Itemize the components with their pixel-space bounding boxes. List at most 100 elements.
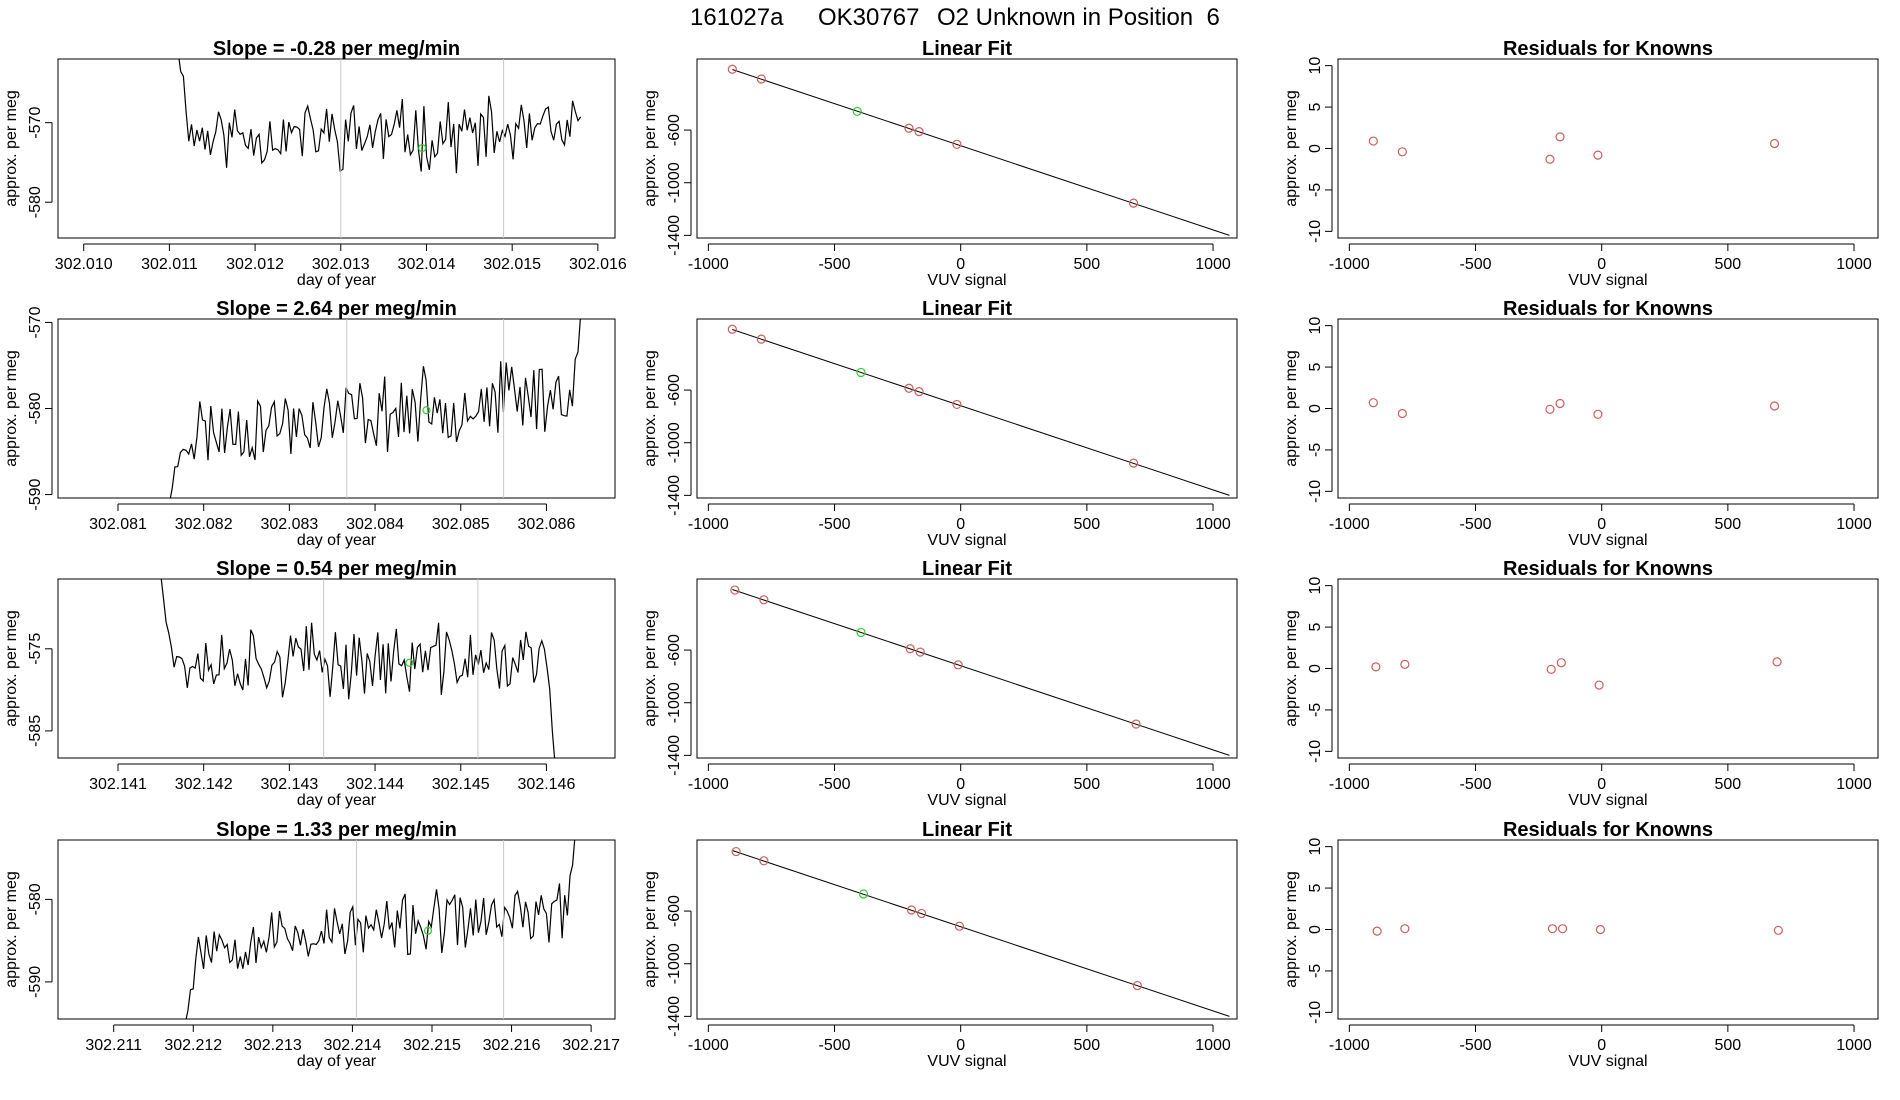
y-tick-label: -570 [27, 306, 44, 338]
header-run-id: 161027a [690, 4, 784, 31]
x-tick-label: -500 [819, 256, 851, 273]
y-axis-label: approx. per meg [3, 610, 20, 727]
data-series-line [169, 319, 581, 498]
x-axis-label: VUV signal [927, 792, 1006, 809]
plot-area [730, 585, 1230, 756]
y-axis-label: approx. per meg [3, 871, 20, 988]
plot-frame [1337, 839, 1879, 1020]
y-tick-label: -1400 [666, 215, 683, 256]
x-tick-label: 500 [1074, 776, 1101, 793]
known-point [1131, 719, 1141, 729]
unknown-point [423, 926, 433, 935]
plot-area [727, 64, 1230, 236]
x-tick-label: 302.216 [483, 1037, 541, 1054]
chart-panel-3-2: Residuals for Knowns -1000 -500 0 500 1000 VUV… [1283, 819, 1879, 1070]
x-tick-label: 302.084 [346, 516, 404, 533]
x-axis-label: day of year [297, 532, 377, 549]
fit-line [732, 589, 1230, 756]
known-point [1372, 926, 1382, 936]
known-point [759, 595, 769, 605]
chart-panel-2-2: Residuals for Knowns -1000 -500 0 500 1000 VUV… [1283, 558, 1879, 809]
plot-area [1372, 924, 1783, 936]
chart-panel-0-2: Residuals for Knowns -1000 -500 0 500 1000 VUV… [1283, 38, 1879, 289]
x-tick-label: -500 [819, 516, 851, 533]
plot-area [169, 319, 581, 498]
x-axis-label: VUV signal [927, 1053, 1006, 1070]
known-point [1769, 401, 1780, 411]
x-tick-label: 302.215 [403, 1037, 461, 1054]
y-tick-label: 10 [1307, 317, 1324, 335]
known-point [954, 921, 965, 931]
x-tick-label: 302.013 [312, 256, 370, 273]
y-tick-label: -600 [666, 374, 683, 406]
unknown-point [422, 406, 431, 415]
x-tick-label: 302.217 [562, 1037, 620, 1054]
x-tick-label: 302.012 [226, 256, 284, 273]
x-tick-label: 302.010 [55, 256, 113, 273]
y-tick-label: -600 [666, 895, 683, 927]
chart-title: Residuals for Knowns [1503, 819, 1713, 841]
plot-frame [1337, 318, 1879, 499]
known-point [756, 74, 766, 84]
known-point [915, 647, 925, 657]
chart-title: Residuals for Knowns [1503, 558, 1713, 580]
known-point [953, 660, 963, 670]
x-tick-label: -500 [1460, 256, 1492, 273]
known-point [730, 585, 740, 595]
known-point [1555, 132, 1565, 142]
fit-line [732, 850, 1230, 1017]
y-tick-label: -1400 [666, 735, 683, 776]
known-point [914, 127, 924, 137]
known-point [1555, 398, 1565, 409]
known-point [1594, 680, 1604, 690]
header-tank-id: OK30767 [818, 4, 919, 31]
y-tick-label: 10 [1307, 577, 1324, 595]
x-tick-label: 1000 [1836, 256, 1872, 273]
unknown-point [856, 367, 866, 378]
y-axis-label: approx. per meg [1283, 610, 1300, 727]
x-axis-label: VUV signal [1568, 272, 1647, 289]
x-tick-label: 302.085 [432, 516, 490, 533]
chart-title: Residuals for Knowns [1503, 38, 1713, 60]
known-point [1128, 458, 1139, 468]
x-tick-label: 302.083 [260, 516, 318, 533]
x-tick-label: 1000 [1195, 776, 1231, 793]
plot-area [1368, 132, 1780, 164]
y-tick-label: -1400 [666, 475, 683, 516]
fit-line [732, 329, 1230, 496]
y-tick-label: -580 [27, 392, 44, 424]
plot-area [185, 840, 576, 1019]
x-tick-label: 302.086 [518, 516, 576, 533]
known-point [1593, 409, 1603, 419]
known-point [1400, 924, 1410, 934]
x-tick-label: 1000 [1195, 516, 1231, 533]
x-axis-label: VUV signal [1568, 532, 1647, 549]
x-tick-label: 302.143 [260, 776, 318, 793]
chart-panel-0-1: Linear Fit -1000 -500 0 500 1000 VUV signal -60… [642, 38, 1238, 289]
known-point [1556, 658, 1566, 668]
known-point [1593, 150, 1603, 160]
known-point [759, 856, 769, 866]
known-point [904, 383, 914, 393]
x-tick-label: 1000 [1836, 1037, 1872, 1054]
chart-title: Linear Fit [922, 819, 1012, 841]
plot-area [178, 59, 582, 174]
y-tick-label: -5 [1307, 443, 1324, 457]
x-axis-label: day of year [297, 792, 377, 809]
x-tick-label: 1000 [1195, 1037, 1231, 1054]
x-axis-label: day of year [297, 272, 377, 289]
chart-title: Slope = -0.28 per meg/min [213, 38, 460, 60]
x-tick-label: 0 [1597, 256, 1606, 273]
x-tick-label: 500 [1074, 256, 1101, 273]
y-tick-label: 5 [1307, 103, 1324, 112]
x-tick-label: 302.015 [483, 256, 541, 273]
x-tick-label: 500 [1074, 1037, 1101, 1054]
unknown-point [405, 658, 414, 667]
known-point [914, 387, 924, 397]
plot-frame [1337, 578, 1879, 759]
chart-title: Linear Fit [922, 298, 1012, 320]
x-tick-label: 302.145 [432, 776, 490, 793]
x-tick-label: -1000 [1329, 1037, 1370, 1054]
y-tick-label: -570 [27, 107, 44, 139]
y-axis-label: approx. per meg [642, 610, 659, 727]
